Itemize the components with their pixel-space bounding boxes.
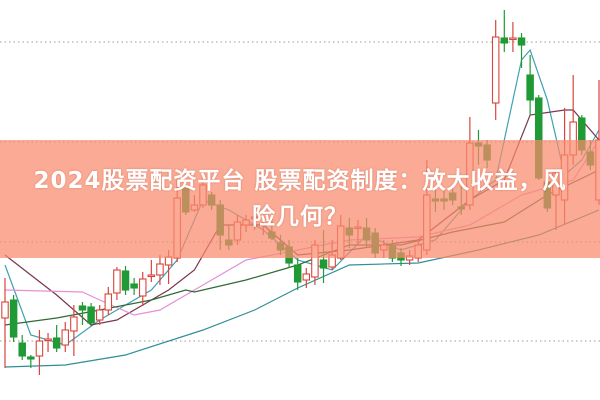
candle-body-up [156,263,164,276]
candle-body-down [27,356,35,360]
candle-body-up [1,301,9,319]
candle-body-up [70,316,78,332]
candle-body-up [147,274,156,278]
title-banner [0,140,600,258]
candle-body-up [35,340,44,357]
candle-body-down [130,283,138,289]
candle-body-down [526,74,534,101]
candle-body-up [95,309,104,321]
candle-body-down [517,37,526,46]
candle-body-up [61,329,70,346]
candle-body-down [500,37,509,44]
candle-body-down [121,270,130,291]
candle-body-up [302,273,311,281]
candle-body-down [52,337,61,349]
title-line-2: 险几何？ [252,204,348,230]
candle-body-down [18,342,26,357]
article-title: 2024股票配资平台 股票配资制度：放大收益，风 险几何？ [0,163,600,235]
candle-body-down [87,306,95,324]
candle-body-up [164,256,173,266]
candle-body-up [138,278,147,297]
candle-body-down [78,305,87,311]
title-line-1: 2024股票配资平台 股票配资制度：放大收益，风 [33,168,567,194]
candle-body-down [9,299,18,338]
candle-body-up [113,269,121,294]
candle-body-up [104,293,113,311]
candle-body-up [509,37,517,41]
candle-body-down [319,259,328,269]
candle-body-down [293,264,302,283]
candle-body-up [44,338,52,342]
candle-body-up [491,36,500,104]
